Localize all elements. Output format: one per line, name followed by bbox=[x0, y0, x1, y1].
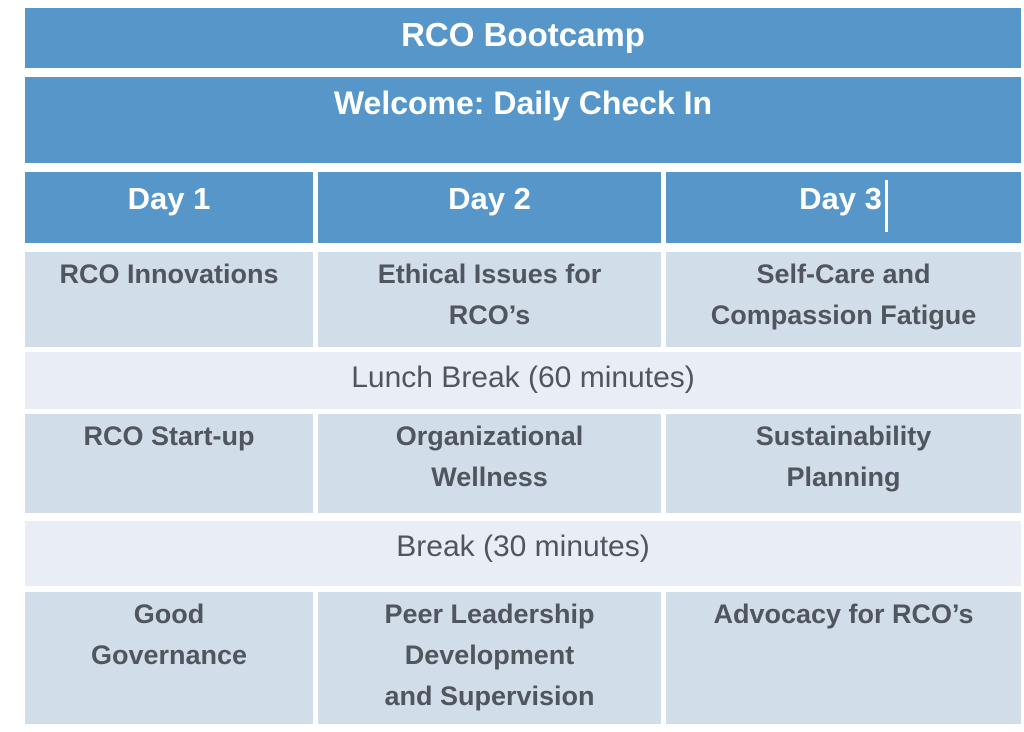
lunch-break-label: Lunch Break (60 minutes) bbox=[25, 352, 1021, 409]
lunch-break-row: Lunch Break (60 minutes) bbox=[25, 352, 1021, 409]
late-session-row: Good Governance Peer Leadership Developm… bbox=[25, 592, 1021, 724]
session-day3-afternoon: Sustainability Planning bbox=[666, 414, 1021, 513]
bootcamp-schedule-table: RCO Bootcamp Welcome: Daily Check In Day… bbox=[25, 8, 1021, 724]
day-3-label: Day 3 bbox=[799, 180, 882, 216]
session-day1-afternoon: RCO Start-up bbox=[25, 414, 313, 513]
session-day2-late: Peer Leadership Development and Supervis… bbox=[318, 592, 661, 724]
morning-session-row: RCO Innovations Ethical Issues for RCO’s… bbox=[25, 252, 1021, 347]
day-2-header: Day 2 bbox=[318, 172, 661, 243]
page-title: RCO Bootcamp bbox=[25, 8, 1021, 68]
afternoon-session-row: RCO Start-up Organizational Wellness Sus… bbox=[25, 414, 1021, 513]
day-header-row: Day 1 Day 2 Day 3 bbox=[25, 172, 1021, 243]
title-row: RCO Bootcamp bbox=[25, 8, 1021, 68]
day-1-header: Day 1 bbox=[25, 172, 313, 243]
session-day2-morning: Ethical Issues for RCO’s bbox=[318, 252, 661, 347]
session-day1-late: Good Governance bbox=[25, 592, 313, 724]
break-row: Break (30 minutes) bbox=[25, 521, 1021, 586]
session-day3-morning: Self-Care and Compassion Fatigue bbox=[666, 252, 1021, 347]
break-label: Break (30 minutes) bbox=[25, 521, 1021, 586]
session-day2-afternoon: Organizational Wellness bbox=[318, 414, 661, 513]
session-day3-late: Advocacy for RCO’s bbox=[666, 592, 1021, 724]
day-3-header: Day 3 bbox=[666, 172, 1021, 243]
welcome-row: Welcome: Daily Check In bbox=[25, 77, 1021, 163]
text-cursor bbox=[884, 179, 888, 232]
welcome-banner: Welcome: Daily Check In bbox=[25, 77, 1021, 163]
session-day1-morning: RCO Innovations bbox=[25, 252, 313, 347]
